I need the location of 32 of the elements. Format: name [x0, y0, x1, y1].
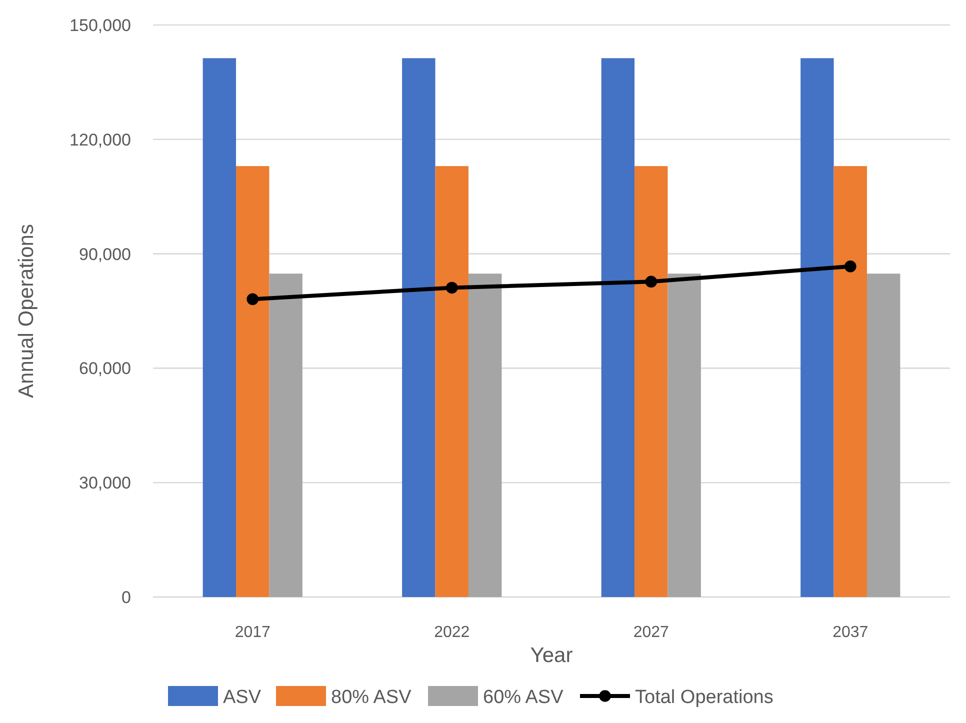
legend-label: ASV — [223, 687, 262, 708]
legend-label: 80% ASV — [331, 687, 412, 708]
x-tick-label: 2027 — [633, 624, 670, 641]
bar — [601, 58, 635, 597]
bar — [668, 274, 701, 597]
y-tick-label: 120,000 — [70, 130, 131, 150]
x-tick-label: 2022 — [434, 624, 470, 641]
bar — [236, 166, 270, 597]
y-tick-label: 90,000 — [79, 244, 131, 264]
point — [645, 276, 658, 288]
y-tick-label: 0 — [122, 588, 131, 607]
bar — [800, 58, 834, 597]
x-tick-label: 2037 — [832, 624, 868, 641]
point — [246, 293, 259, 306]
legend-label: Total Operations — [635, 687, 774, 708]
bar — [834, 166, 867, 597]
y-axis-title: Annual Operations — [15, 224, 38, 398]
point — [446, 282, 458, 294]
bar — [866, 274, 900, 597]
point — [844, 260, 856, 272]
bar — [634, 166, 668, 597]
bar — [202, 58, 236, 597]
bar — [402, 58, 436, 597]
y-tick-label: 150,000 — [70, 16, 131, 35]
y-tick-label: 30,000 — [79, 474, 131, 493]
bar — [435, 166, 468, 597]
x-tick-label: 2017 — [234, 624, 271, 641]
y-tick-label: 60,000 — [79, 359, 131, 378]
bar — [468, 274, 502, 597]
legend-label: 60% ASV — [483, 687, 564, 708]
x-axis-title: Year — [530, 644, 573, 667]
bar — [269, 274, 302, 597]
